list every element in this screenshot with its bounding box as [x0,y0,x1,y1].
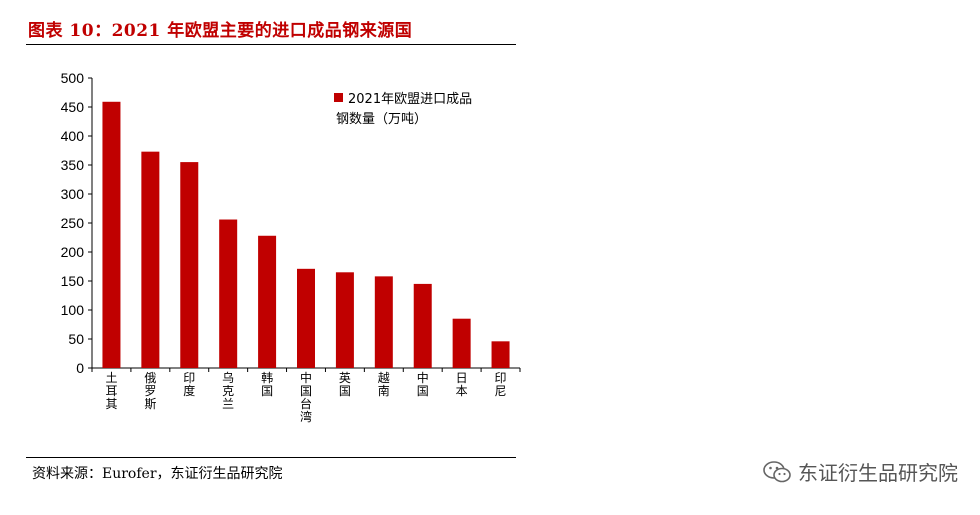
wechat-icon [763,460,791,482]
x-tick-label: 韩国 [261,370,273,398]
y-tick-label: 350 [61,157,85,173]
bar [141,151,160,368]
x-tick-label: 中国台湾 [300,370,312,424]
x-tick-label: 印度 [183,371,195,398]
x-tick-label: 中国 [417,370,429,398]
x-tick-label: 印尼 [495,371,507,398]
source-rule [26,457,516,458]
y-tick-label: 200 [61,244,85,260]
bar [413,283,432,368]
bar [180,162,199,368]
y-tick-label: 150 [61,273,85,289]
x-tick-label: 越南 [378,371,390,398]
y-tick-label: 250 [61,215,85,231]
y-tick-label: 50 [68,331,84,347]
y-tick-label: 500 [61,70,85,86]
bar [491,341,510,368]
y-tick-label: 400 [61,128,85,144]
source-note: 资料来源：Eurofer，东证衍生品研究院 [32,466,283,482]
x-tick-label: 英国 [339,371,351,398]
x-tick-label: 乌克兰 [222,370,234,411]
bar [297,268,315,368]
y-tick-label: 300 [61,186,85,202]
bar [374,276,393,368]
bar [219,219,238,368]
y-tick-label: 0 [76,360,84,376]
y-tick-label: 450 [61,99,85,115]
bar [102,101,121,368]
x-tick-label: 俄罗斯 [144,371,156,411]
bar [258,235,277,368]
figure-title: 图表 10：2021 年欧盟主要的进口成品钢来源国 [28,21,413,41]
x-tick-label: 日本 [456,371,468,398]
watermark-text: 东证衍生品研究院 [798,461,958,485]
legend-label: 2021年欧盟进口成品钢数量（万吨） [336,92,472,127]
bar [452,318,471,368]
watermark: 东证衍生品研究院 [762,457,958,486]
legend-swatch [334,93,343,102]
x-tick-label: 土耳其 [105,371,117,411]
title-rule [26,44,516,45]
bar [335,272,354,368]
y-tick-label: 100 [61,302,85,318]
